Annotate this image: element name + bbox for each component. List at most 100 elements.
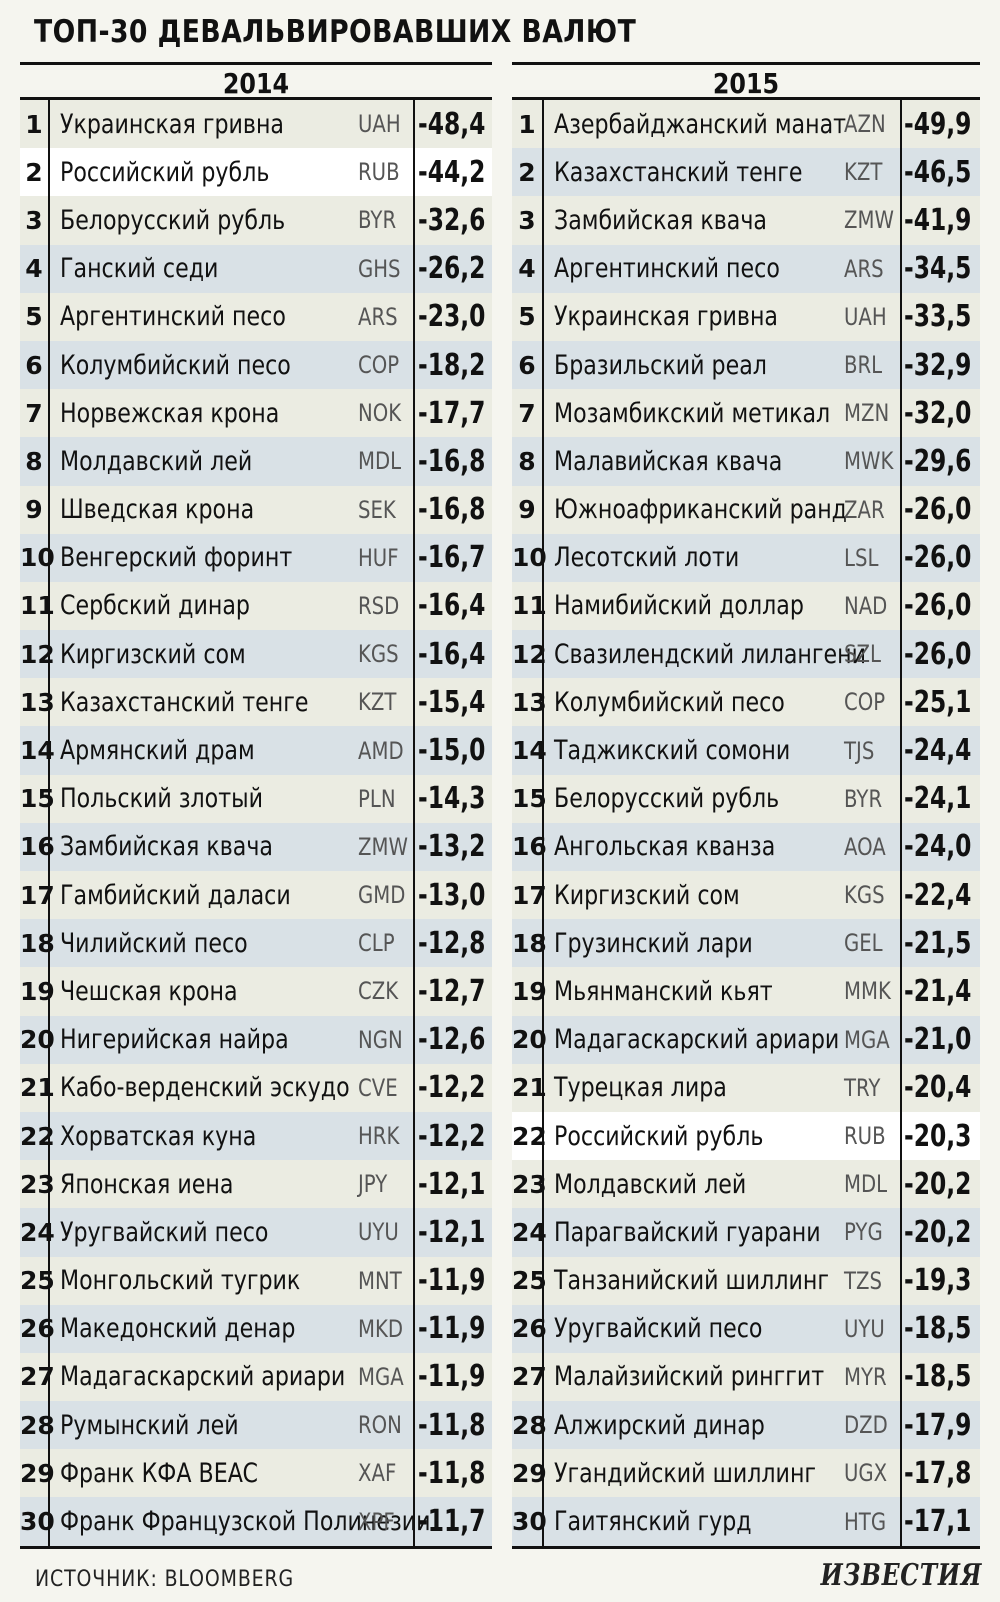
rank-cell: 4 <box>25 254 43 284</box>
rank-cell: 17 <box>20 880 55 910</box>
table-row: 30 Франк Французской Полинезии XPF -11,7 <box>20 1497 492 1546</box>
change-value: -12,6 <box>418 1022 486 1058</box>
currency-code: AMD <box>358 736 404 765</box>
table-row: 28 Румынский лей RON -11,8 <box>20 1401 492 1450</box>
change-value: -26,2 <box>418 251 486 287</box>
rank-cell: 20 <box>512 1025 547 1055</box>
rank-cell: 30 <box>512 1507 547 1537</box>
currency-code: KZT <box>844 158 883 187</box>
currency-code: RSD <box>358 591 400 620</box>
currency-name: Алжирский динар <box>554 1409 765 1441</box>
currency-name: Венгерский форинт <box>60 542 293 574</box>
currency-code: DZD <box>844 1411 888 1440</box>
table-row: 4 Ганский седи GHS -26,2 <box>20 244 492 293</box>
currency-name: Польский злотый <box>60 783 264 815</box>
currency-code: NOK <box>358 399 402 428</box>
table-row: 26 Уругвайский песо UYU -18,5 <box>512 1304 980 1353</box>
rank-cell: 9 <box>518 495 536 525</box>
change-value: -20,3 <box>904 1118 972 1154</box>
change-value: -17,1 <box>904 1504 972 1540</box>
rank-cell: 21 <box>512 1073 547 1103</box>
rank-cell: 19 <box>20 976 55 1006</box>
table-row: 19 Чешская крона CZK -12,7 <box>20 967 492 1016</box>
year-header: 2014 <box>20 62 492 100</box>
currency-code: UYU <box>358 1218 399 1247</box>
rank-cell: 28 <box>512 1410 547 1440</box>
rank-cell: 14 <box>512 736 547 766</box>
rank-cell: 5 <box>518 302 536 332</box>
table-row: 27 Малайзийский ринггит MYR -18,5 <box>512 1352 980 1402</box>
page-title: ТОП-30 ДЕВАЛЬВИРОВАВШИХ ВАЛЮТ <box>34 14 637 50</box>
currency-name: Мозамбикский метикал <box>554 397 831 429</box>
table-row: 11 Намибийский доллар NAD -26,0 <box>512 581 980 631</box>
change-value: -44,2 <box>418 154 486 190</box>
change-value: -26,0 <box>904 588 972 624</box>
rank-cell: 24 <box>20 1217 55 1247</box>
currency-code: HRK <box>358 1122 400 1151</box>
currency-name: Чешская крона <box>60 975 238 1007</box>
currency-name: Белорусский рубль <box>60 204 286 236</box>
currency-name: Украинская гривна <box>60 108 284 140</box>
table-row: 29 Франк КФА BEAC XAF -11,8 <box>20 1449 492 1498</box>
change-value: -18,2 <box>418 347 486 383</box>
currency-name: Чилийский песо <box>60 927 248 959</box>
currency-code: GHS <box>358 254 401 283</box>
currency-name: Замбийская квача <box>554 204 768 236</box>
table-row: 30 Гаитянский гурд HTG -17,1 <box>512 1497 980 1546</box>
table-row: 16 Замбийская квача ZMW -13,2 <box>20 822 492 871</box>
change-value: -17,8 <box>904 1455 972 1491</box>
currency-code: KGS <box>358 640 399 669</box>
change-value: -16,4 <box>418 588 486 624</box>
rank-cell: 12 <box>20 639 55 669</box>
change-value: -17,9 <box>904 1407 972 1443</box>
currency-name: Бразильский реал <box>554 349 767 381</box>
table-row: 13 Казахстанский тенге KZT -15,4 <box>20 678 492 727</box>
table-rows: 1 Украинская гривна UAH -48,4 2 Российский ру… <box>20 100 492 1549</box>
currency-name: Турецкая лира <box>554 1072 727 1104</box>
table-row: 14 Таджикский сомони TJS -24,4 <box>512 726 980 775</box>
table-row: 5 Украинская гривна UAH -33,5 <box>512 292 980 341</box>
rank-cell: 7 <box>25 398 43 428</box>
table-row: 9 Шведская крона SEK -16,8 <box>20 485 492 534</box>
change-value: -20,2 <box>904 1214 972 1250</box>
currency-name: Македонский денар <box>60 1313 296 1345</box>
rank-cell: 19 <box>512 976 547 1006</box>
change-value: -46,5 <box>904 154 972 190</box>
currency-name: Японская иена <box>60 1168 234 1200</box>
rank-cell: 4 <box>518 254 536 284</box>
table-row: 21 Кабо-верденский эскудо CVE -12,2 <box>20 1063 492 1112</box>
currency-code: UAH <box>358 110 401 139</box>
table-row: 9 Южноафриканский ранд ZAR -26,0 <box>512 485 980 534</box>
change-value: -21,4 <box>904 973 972 1009</box>
currency-code: ARS <box>844 254 884 283</box>
rank-cell: 17 <box>512 880 547 910</box>
rank-cell: 26 <box>20 1314 55 1344</box>
currency-code: BYR <box>358 206 397 235</box>
currency-code: MDL <box>358 447 402 476</box>
rank-cell: 28 <box>20 1410 55 1440</box>
currency-name: Малайзийский ринггит <box>554 1361 825 1393</box>
change-value: -14,3 <box>418 781 486 817</box>
rank-cell: 25 <box>20 1266 55 1296</box>
currency-name: Российский рубль <box>554 1120 764 1152</box>
change-value: -13,0 <box>418 877 486 913</box>
rank-cell: 27 <box>20 1362 55 1392</box>
currency-code: XPF <box>358 1507 395 1536</box>
currency-name: Уругвайский песо <box>60 1216 269 1248</box>
change-value: -12,1 <box>418 1166 486 1202</box>
currency-code: XAF <box>358 1459 397 1488</box>
rank-cell: 11 <box>20 591 55 621</box>
currency-code: KGS <box>844 881 885 910</box>
table-row: 16 Ангольская кванза AOA -24,0 <box>512 822 980 871</box>
currency-code: JPY <box>358 1170 388 1199</box>
change-value: -19,3 <box>904 1263 972 1299</box>
currency-code: MNT <box>358 1266 402 1295</box>
currency-name: Румынский лей <box>60 1409 239 1441</box>
change-value: -11,8 <box>418 1407 486 1443</box>
change-value: -24,4 <box>904 733 972 769</box>
change-value: -12,1 <box>418 1214 486 1250</box>
table-row: 1 Украинская гривна UAH -48,4 <box>20 100 492 149</box>
rank-cell: 23 <box>512 1169 547 1199</box>
currency-code: LSL <box>844 543 879 572</box>
table-2014: 2014 1 Украинская гривна UAH -48,4 2 Российск… <box>20 62 492 1549</box>
